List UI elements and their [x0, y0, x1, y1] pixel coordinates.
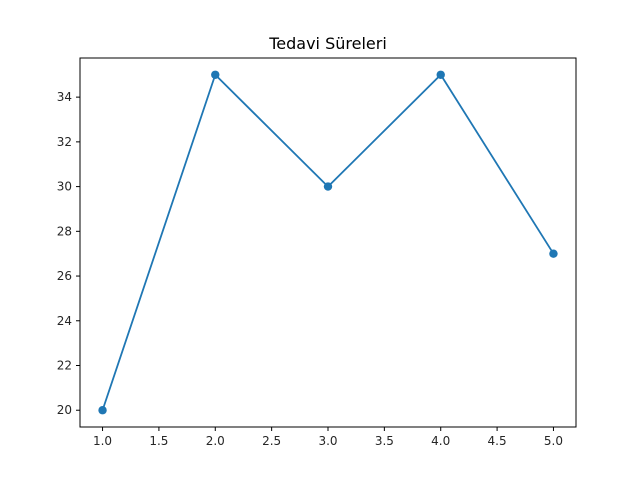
plot-area-frame — [79, 57, 577, 428]
x-axis-ticks: 1.0 1.5 2.0 2.5 3.0 3.5 4.0 4.5 5.0 — [93, 427, 563, 448]
series-line — [101, 73, 555, 411]
series-layer — [98, 70, 558, 415]
y-tick-label: 32 — [57, 135, 72, 149]
data-point — [436, 70, 445, 79]
y-tick-label: 28 — [57, 224, 72, 238]
data-point — [98, 406, 107, 415]
y-axis-ticks: 20 22 24 26 28 30 32 34 — [57, 90, 80, 417]
y-tick-label: 22 — [57, 359, 72, 373]
x-tick-label: 2.5 — [262, 434, 281, 448]
data-point — [323, 182, 333, 191]
x-tick-label: 4.5 — [488, 434, 507, 448]
x-tick-label: 2.0 — [206, 434, 225, 448]
y-tick-label: 20 — [57, 403, 72, 417]
x-tick-label: 4.0 — [431, 434, 450, 448]
x-tick-label: 5.0 — [544, 434, 563, 448]
x-tick-label: 1.5 — [149, 434, 168, 448]
y-tick-label: 30 — [57, 180, 72, 194]
x-tick-label: 1.0 — [93, 434, 112, 448]
x-tick-label: 3.0 — [318, 434, 337, 448]
data-point — [549, 249, 558, 258]
y-tick-label: 26 — [57, 269, 72, 283]
y-tick-label: 24 — [57, 314, 72, 328]
x-tick-label: 3.5 — [375, 434, 394, 448]
y-tick-label: 34 — [57, 90, 72, 104]
data-point — [211, 70, 220, 79]
chart-title: Tedavi Süreleri — [268, 34, 387, 53]
